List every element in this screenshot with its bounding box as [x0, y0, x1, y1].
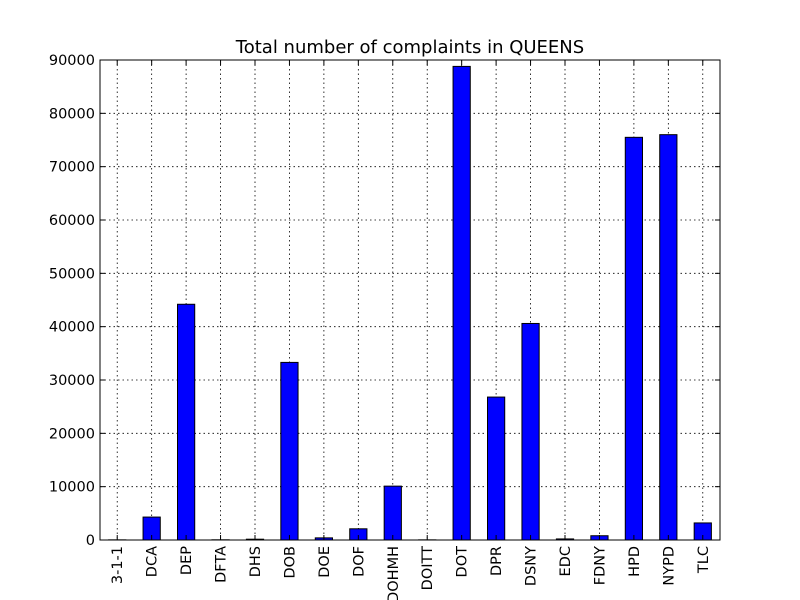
bar-dot [452, 65, 471, 541]
y-tick-label: 20000 [49, 426, 95, 442]
bars [108, 65, 712, 541]
x-tick-label: DOB [282, 546, 298, 579]
x-tick-label: DOE [317, 546, 333, 578]
x-tick-label: EDC [558, 546, 574, 576]
x-tick-label: TLC [696, 546, 712, 574]
y-tick-label: 80000 [49, 106, 95, 122]
x-tick-label: DOT [455, 546, 471, 578]
x-tick-label: HPD [627, 546, 643, 577]
bar-dob [280, 361, 299, 541]
x-tick-label: 3-1-1 [110, 546, 126, 584]
x-tick-label: DPR [489, 546, 505, 576]
x-tick-label: DOF [351, 546, 367, 577]
y-tick-label: 30000 [49, 373, 95, 389]
bar-nypd [659, 134, 678, 541]
x-tick-label: DOITT [420, 546, 436, 590]
x-axis-tick-labels: 3-1-1 DCA DEP DFTA DHS DOB DOE DOF DOHMH DOITT DOT… [110, 546, 712, 600]
y-tick-label: 90000 [49, 53, 95, 69]
y-axis-tick-labels: 0 10000 20000 30000 40000 50000 60000 70000 8000… [49, 53, 95, 549]
bar-hpd [624, 136, 643, 541]
plot-frame [99, 59, 721, 541]
bar-dpr [487, 396, 506, 541]
x-tick-label: NYPD [661, 546, 677, 586]
y-tick-label: 50000 [49, 266, 95, 282]
chart-title: Total number of complaints in QUEENS [235, 37, 584, 58]
x-tick-label: DHS [248, 546, 264, 577]
x-tick-label: DOHMH [386, 546, 402, 600]
y-tick-label: 0 [86, 533, 95, 549]
x-tick-label: DEP [179, 546, 195, 575]
x-tick-label: FDNY [592, 546, 608, 585]
x-tick-label: DFTA [214, 546, 230, 583]
x-tick-label: DCA [145, 546, 161, 577]
x-tick-label: DSNY [524, 546, 540, 586]
y-tick-label: 60000 [49, 213, 95, 229]
bar-dep [177, 303, 196, 541]
y-tick-label: 70000 [49, 160, 95, 176]
y-tick-label: 40000 [49, 320, 95, 336]
bar-dsny [521, 322, 540, 541]
bar-dohmh [383, 485, 402, 541]
axis-ticks [100, 59, 720, 541]
y-tick-label: 10000 [49, 480, 95, 496]
